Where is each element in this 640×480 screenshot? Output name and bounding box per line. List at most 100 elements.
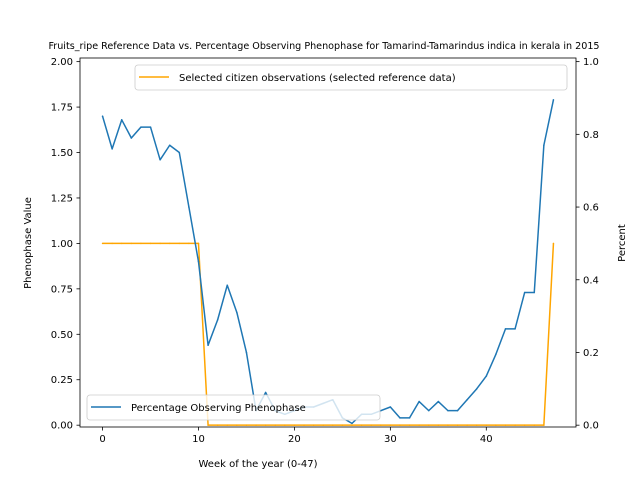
series-orange-point [370,424,372,426]
series-orange-point [427,424,430,426]
series-blue-point [456,409,459,412]
series-orange-point [533,424,536,426]
series-orange-point [274,424,276,426]
series-blue-point [159,159,161,161]
series-blue-point [351,422,353,425]
legend-bottom-left: Percentage Observing Phenophase [86,394,381,421]
series-blue-point [552,99,555,101]
series-orange-point [380,424,382,426]
series-orange-point [475,424,478,426]
series-orange-point [188,242,190,245]
series-orange-point [543,424,545,426]
series-orange-point [360,424,363,426]
series-orange-point [322,424,324,426]
series-orange-point [284,424,286,426]
series-blue-point [178,151,181,154]
series-blue-point [514,328,516,330]
series-blue-point [466,398,468,401]
series-blue-point [111,148,113,150]
series-blue-point [264,391,267,394]
series-blue-point [533,291,536,294]
series-blue-point [447,409,449,412]
series-blue-point [120,119,123,121]
series-orange-point [408,424,411,426]
series-orange-point [399,424,401,426]
series-blue-point [408,417,411,419]
series-blue-point [149,126,152,128]
series-orange-point [264,424,267,426]
series-orange-point [447,424,449,426]
plot-frame [79,57,577,428]
series-orange-point [159,242,161,245]
series-orange-point [332,424,334,426]
series-orange-point [485,424,488,426]
series-blue-point [399,417,401,419]
series-blue-point [216,319,219,321]
series-blue-point [188,206,190,208]
series-orange-point [255,424,257,426]
legend-top-right-box [134,64,568,91]
legend-bottom-left-box [86,394,381,421]
series-orange-point [389,424,392,426]
series-blue-point [523,291,526,294]
series-blue-point [389,406,392,408]
y-left-tick-label: 0.75 [51,284,73,295]
series-orange-point [207,424,209,426]
legend-top-right: Selected citizen observations (selected … [134,64,568,91]
series-blue-point [197,260,200,263]
series-blue-point [418,400,420,403]
series-orange-point [312,424,315,426]
y-axis-right: 0.0 0.2 0.4 0.6 0.8 1.0 [576,57,599,432]
series-blue-point [543,144,545,146]
series-blue-point [226,284,229,286]
series-orange-point [111,242,113,245]
legend-orange-label: Selected citizen observations (selected … [179,73,456,84]
y-left-tick-label: 1.75 [51,103,73,114]
plot-area [101,99,555,426]
series-orange-point [351,424,353,426]
series-blue-point [245,351,248,354]
series-blue-point [101,115,104,117]
y-left-tick-label: 0.25 [51,375,73,386]
series-blue-point [168,144,171,146]
y-right-tick-label: 0.2 [583,348,599,359]
series-orange-point [120,242,123,245]
x-tick-label: 20 [288,434,301,445]
x-tick-label: 30 [384,434,397,445]
series-blue-point [207,344,209,346]
blue-series-layer [101,99,555,425]
y-left-tick-label: 1.25 [51,193,73,204]
series-orange-point [168,242,171,245]
series-orange-point [466,424,468,426]
series-blue-point [495,353,497,356]
series-orange-point [101,242,104,245]
y-axis-left: 0.00 0.25 0.50 0.75 1.00 1.25 1.50 1.75 2.00 [51,57,80,432]
series-orange-point [552,242,555,245]
series-orange-point [178,242,181,245]
x-tick-label: 10 [192,434,205,445]
y-right-tick-label: 0.6 [583,203,599,214]
series-orange-point [293,424,296,426]
series-blue-point [130,137,133,139]
series-blue-point [475,388,478,390]
series-blue-line [101,99,555,425]
y-right-tick-label: 0.8 [583,130,599,141]
series-orange-line [102,242,555,426]
series-orange-point [495,424,497,426]
series-orange-point [456,424,459,426]
series-orange-point [130,242,133,245]
series-blue-point [437,400,440,403]
series-orange-point [303,424,305,426]
y-left-tick-label: 2.00 [51,57,73,68]
y-left-tick-label: 0.50 [51,330,73,341]
series-blue-point [236,311,238,314]
series-blue-point [504,328,507,330]
series-orange-point [140,242,142,245]
y-left-tick-label: 1.50 [51,148,73,159]
series-orange-point [523,424,526,426]
series-blue-point [140,126,142,128]
y-right-tick-label: 0.0 [583,421,599,432]
y-axis-left-label: Phenophase Value [23,197,34,289]
y-right-tick-label: 0.4 [583,275,599,286]
